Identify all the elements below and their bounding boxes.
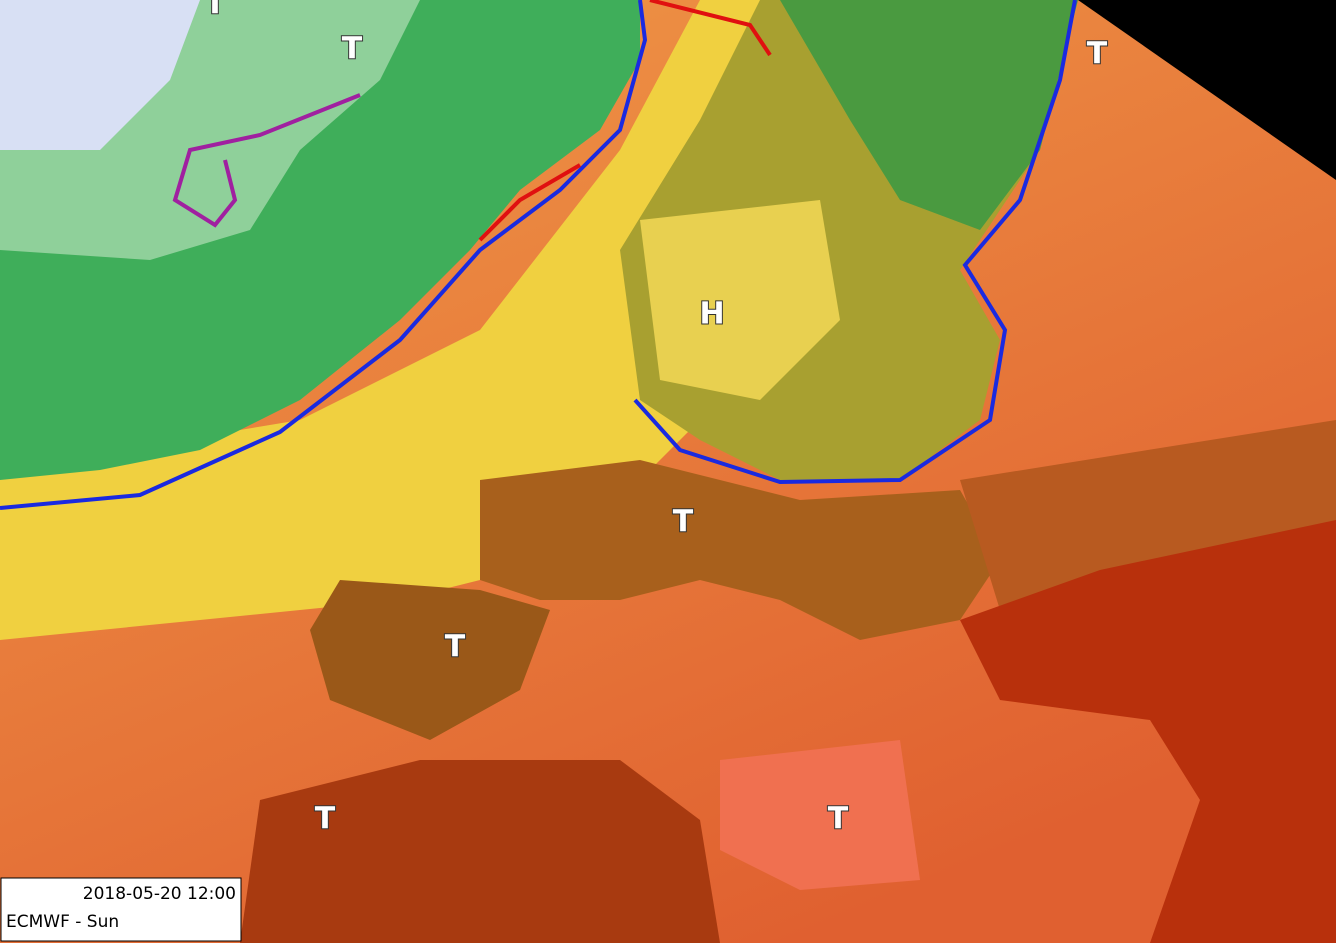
land-iberia [310,580,550,740]
low-label: T [445,630,466,665]
info-box [0,877,242,942]
low-label: T [315,802,336,837]
low-label: T [205,0,226,22]
model-name: ECMWF - Sun [6,912,119,932]
low-label: T [828,802,849,837]
land-middle-east [960,520,1336,943]
no-data-area [1078,0,1336,180]
land-central [480,460,1000,640]
low-label: T [342,32,363,67]
coldest-airmass [0,0,200,150]
warm-front [478,163,582,242]
warm-front [649,0,772,57]
high-label: H [699,297,724,332]
land-east [960,420,1336,610]
land-northeast [780,0,1078,230]
land-north-africa [240,760,720,943]
scandinavia-high [640,200,840,400]
low-label: T [673,505,694,540]
occluded-front [172,93,361,228]
land-libya [720,740,920,890]
cold-front [0,0,648,510]
low-label: T [1087,37,1108,72]
cold-front [633,0,1077,485]
datetime: 2018-05-20 12:00 [83,884,236,904]
